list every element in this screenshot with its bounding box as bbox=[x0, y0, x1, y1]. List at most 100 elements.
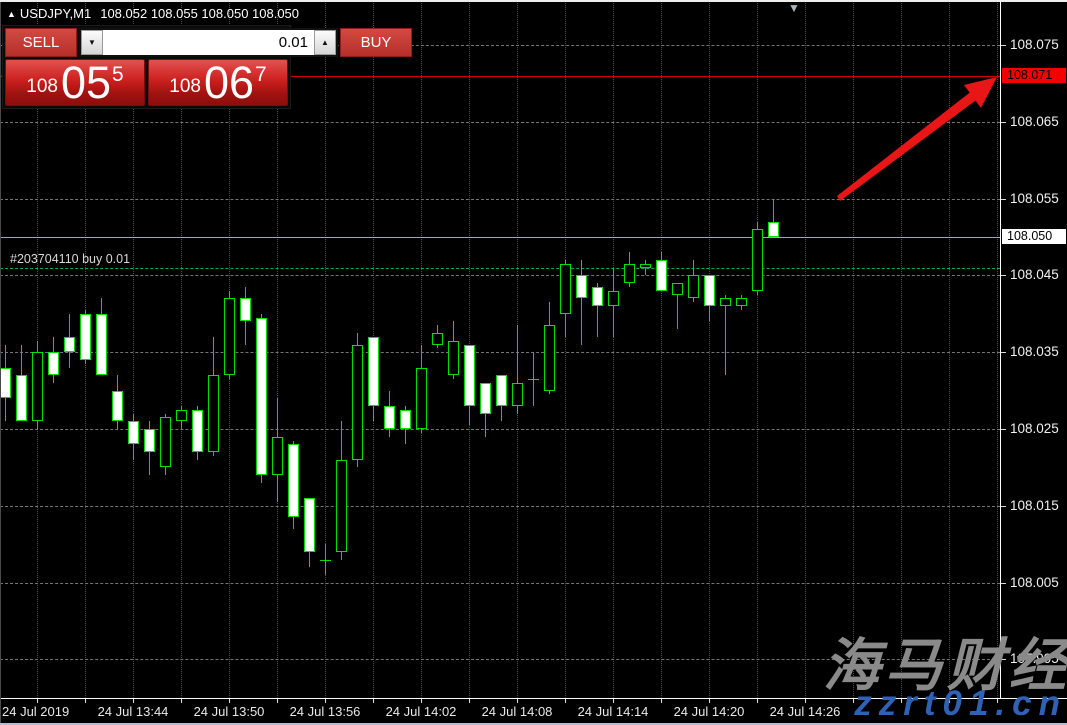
buy-price-big-digits: 06 bbox=[203, 57, 255, 108]
price-tick bbox=[1001, 582, 1006, 584]
candle bbox=[32, 352, 43, 422]
chart-header: ▲ USDJPY,M1 108.052 108.055 108.050 108.05… bbox=[7, 6, 299, 21]
candle bbox=[16, 375, 27, 422]
price-axis[interactable]: 108.075 108.065 108.055 108.045 108.035 108.0… bbox=[1000, 0, 1067, 698]
time-tick bbox=[661, 699, 662, 703]
sell-button[interactable]: SELL bbox=[5, 28, 77, 57]
candle bbox=[288, 444, 299, 518]
price-axis-label: 107.995 bbox=[1010, 651, 1059, 667]
sell-price-tile[interactable]: 108 05 5 bbox=[5, 59, 145, 106]
vertical-gridline bbox=[661, 0, 662, 698]
bid-price-line bbox=[0, 237, 1000, 238]
candle bbox=[400, 409, 411, 429]
candle bbox=[320, 559, 331, 561]
price-axis-label: 108.005 bbox=[1010, 574, 1059, 590]
candle bbox=[176, 409, 187, 422]
up-triangle-icon: ▲ bbox=[7, 9, 16, 19]
time-tick bbox=[757, 699, 758, 703]
vertical-gridline bbox=[709, 0, 710, 698]
candle-wick bbox=[773, 198, 774, 237]
candle bbox=[112, 390, 123, 422]
candle bbox=[304, 498, 315, 552]
time-tick bbox=[613, 699, 614, 703]
vertical-gridline bbox=[805, 0, 806, 698]
candle bbox=[768, 221, 779, 237]
chevron-down-icon[interactable]: ▼ bbox=[788, 1, 800, 15]
ohlc-quotes: 108.052 108.055 108.050 108.050 bbox=[100, 6, 300, 21]
volume-group: ▼ ▲ bbox=[79, 28, 338, 57]
horizontal-gridline bbox=[0, 45, 1000, 46]
time-tick bbox=[325, 699, 326, 703]
time-tick bbox=[37, 699, 38, 703]
volume-decrease-button[interactable]: ▼ bbox=[81, 30, 103, 55]
vertical-gridline bbox=[757, 0, 758, 698]
candle bbox=[640, 263, 651, 268]
candle bbox=[336, 459, 347, 552]
candle-wick bbox=[645, 260, 646, 276]
time-label: 24 Jul 14:14 bbox=[577, 704, 649, 719]
vertical-gridline bbox=[853, 0, 854, 698]
candle bbox=[560, 263, 571, 314]
price-axis-label: 108.025 bbox=[1010, 421, 1059, 436]
candle bbox=[64, 336, 75, 353]
time-tick bbox=[805, 699, 806, 703]
price-tick bbox=[1001, 45, 1006, 46]
window-left-edge bbox=[0, 0, 1, 725]
candle-wick bbox=[517, 325, 518, 414]
candle bbox=[352, 344, 363, 460]
volume-increase-button[interactable]: ▲ bbox=[314, 30, 336, 55]
candle bbox=[384, 405, 395, 429]
position-open-line bbox=[0, 267, 1000, 269]
candle bbox=[592, 286, 603, 307]
price-axis-label: 108.065 bbox=[1010, 113, 1059, 129]
horizontal-gridline bbox=[0, 275, 1000, 277]
chart-canvas[interactable]: ▲ USDJPY,M1 108.052 108.055 108.050 108.05… bbox=[0, 0, 1000, 698]
time-label: 24 Jul 14:02 bbox=[385, 704, 457, 719]
horizontal-gridline bbox=[0, 505, 1000, 507]
position-label: #203704110 buy 0.01 bbox=[10, 251, 131, 266]
time-tick bbox=[949, 699, 950, 703]
horizontal-gridline bbox=[0, 121, 1000, 123]
sell-price-pip-digit: 5 bbox=[112, 63, 124, 86]
price-axis-label: 108.055 bbox=[1010, 190, 1059, 206]
time-label: 24 Jul 14:20 bbox=[673, 704, 745, 719]
buy-button[interactable]: BUY bbox=[340, 28, 412, 57]
price-axis-label: 108.015 bbox=[1010, 497, 1059, 513]
volume-input[interactable] bbox=[103, 30, 314, 55]
one-click-trading-panel: SELL ▼ ▲ BUY 108 05 5 108 06 7 bbox=[2, 25, 412, 109]
horizontal-gridline bbox=[0, 582, 1000, 584]
vertical-gridline bbox=[277, 0, 278, 698]
candle bbox=[80, 313, 91, 360]
time-axis[interactable]: 24 Jul 2019 24 Jul 13:44 24 Jul 13:50 24 Ju… bbox=[0, 698, 1067, 725]
candle bbox=[192, 409, 203, 453]
watermark-site: zzrt01.cn bbox=[854, 684, 1067, 723]
time-tick bbox=[901, 699, 902, 703]
candle bbox=[96, 313, 107, 376]
candle bbox=[128, 421, 139, 445]
time-tick bbox=[997, 699, 998, 703]
time-label: 24 Jul 13:44 bbox=[97, 704, 169, 719]
buy-price-pip-digit: 7 bbox=[255, 63, 267, 86]
time-label: 24 Jul 14:26 bbox=[769, 704, 841, 719]
price-tick bbox=[1001, 505, 1006, 507]
price-axis-label: 108.045 bbox=[1010, 267, 1059, 283]
sell-price-prefix: 108 bbox=[26, 76, 58, 97]
candle bbox=[416, 367, 427, 429]
candle bbox=[256, 317, 267, 476]
horizontal-gridline bbox=[0, 659, 1000, 661]
candle bbox=[512, 382, 523, 406]
candle bbox=[432, 333, 443, 345]
candle bbox=[576, 275, 587, 299]
vertical-gridline bbox=[613, 0, 614, 698]
price-tick bbox=[1001, 121, 1006, 123]
candle bbox=[480, 382, 491, 414]
candle bbox=[224, 298, 235, 376]
horizontal-gridline bbox=[0, 198, 1000, 200]
buy-price-tile[interactable]: 108 06 7 bbox=[148, 59, 288, 106]
price-tick bbox=[1001, 429, 1006, 430]
candle bbox=[688, 275, 699, 299]
candle bbox=[496, 375, 507, 406]
candle bbox=[368, 336, 379, 406]
candle bbox=[0, 367, 11, 399]
vertical-gridline bbox=[949, 0, 950, 698]
